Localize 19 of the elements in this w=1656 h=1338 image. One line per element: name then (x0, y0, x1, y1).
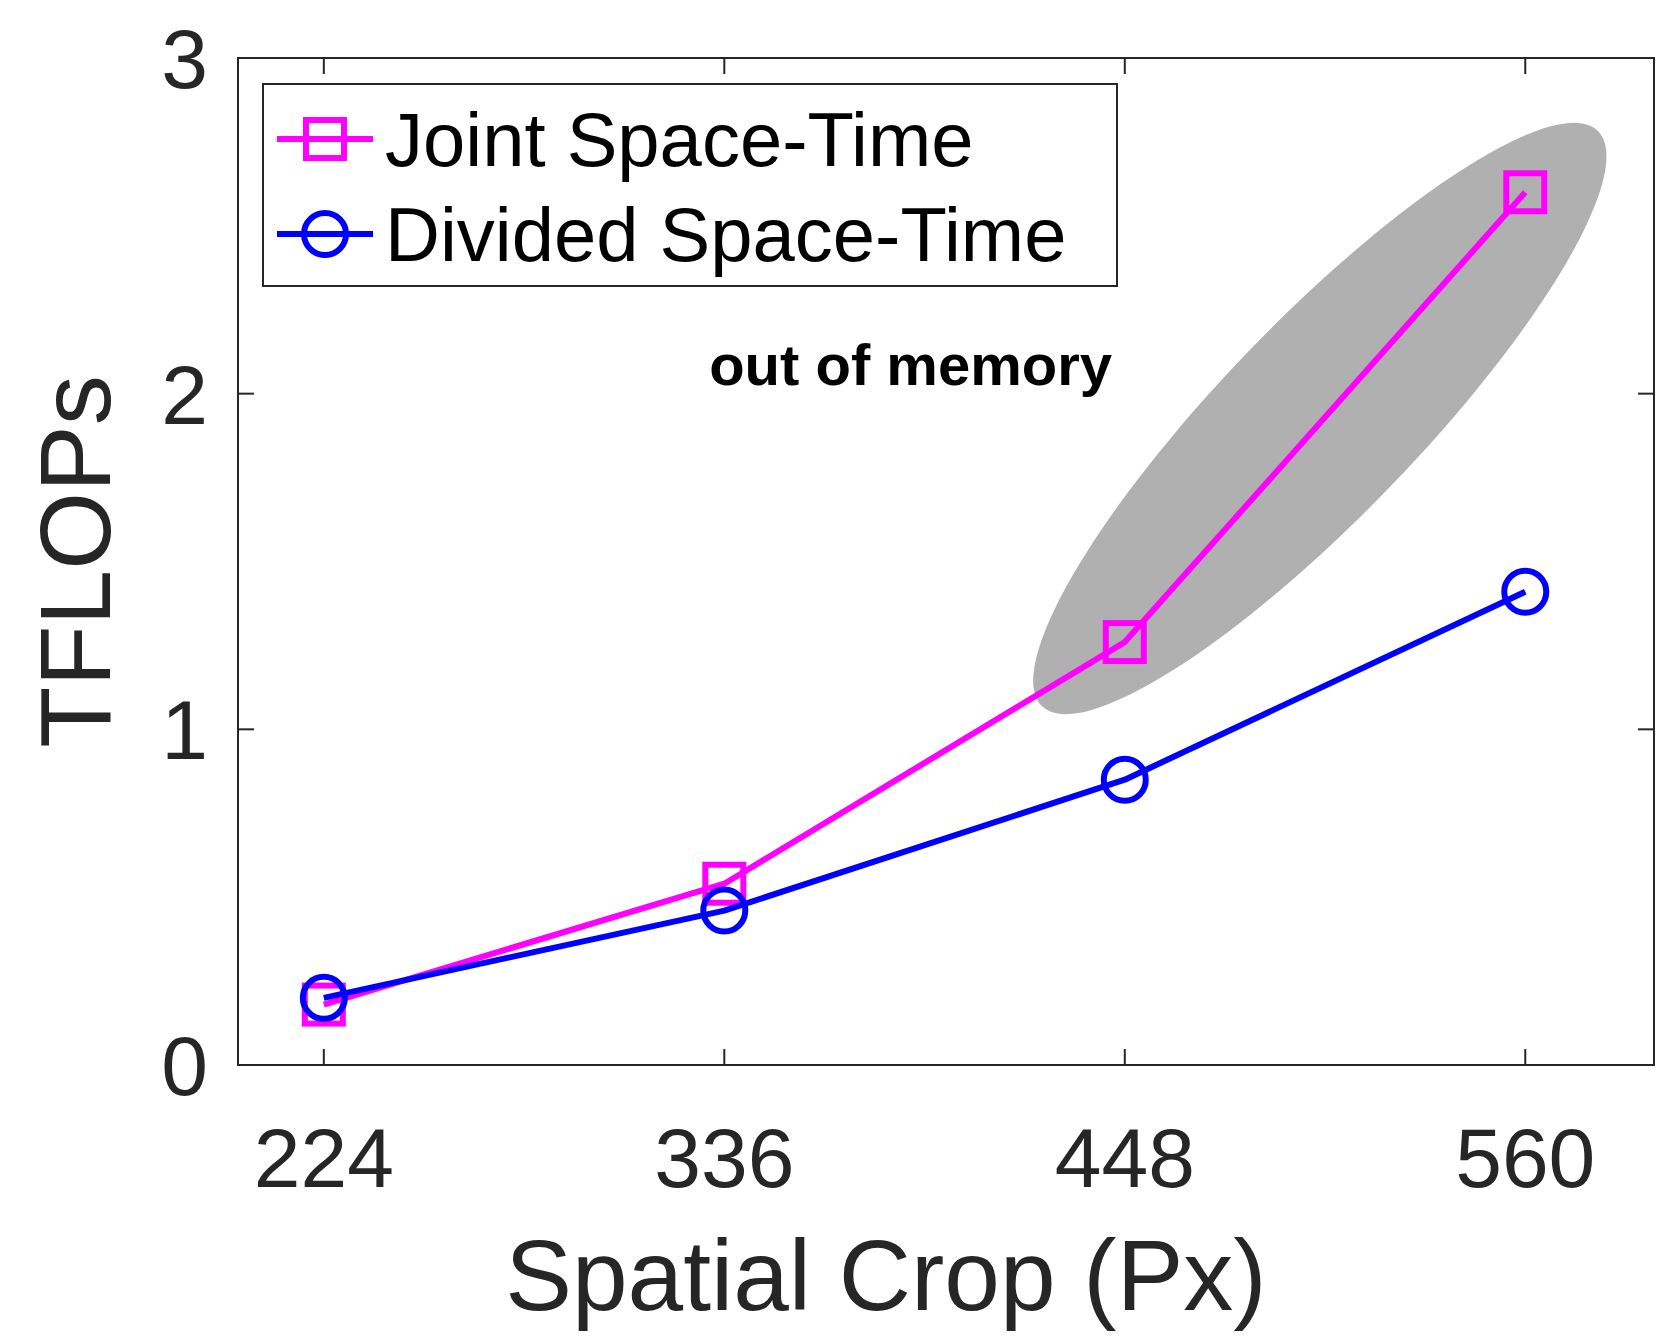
x-tick-label: 336 (654, 1111, 795, 1205)
point (1501, 567, 1550, 616)
x-tick-label: 560 (1455, 1111, 1596, 1205)
x-tick-label: 224 (253, 1111, 394, 1205)
y-tick-label: 0 (161, 1019, 208, 1113)
y-tick-label: 1 (161, 683, 208, 778)
y-axis-title: TFLOPs (19, 375, 131, 748)
point (700, 886, 749, 935)
x-tick-label: 448 (1054, 1111, 1195, 1205)
annotation: out of memory (709, 332, 1113, 398)
point (1100, 755, 1149, 804)
x-axis-title: Spatial Crop (Px) (505, 1219, 1267, 1331)
point (1503, 170, 1548, 215)
point (1102, 620, 1147, 665)
point (299, 973, 348, 1022)
legend-label: Joint Space-Time (385, 97, 974, 182)
y-tick-label: 2 (161, 347, 208, 442)
legend-label: Divided Space-Time (385, 192, 1067, 277)
y-tick-label: 3 (161, 12, 208, 106)
